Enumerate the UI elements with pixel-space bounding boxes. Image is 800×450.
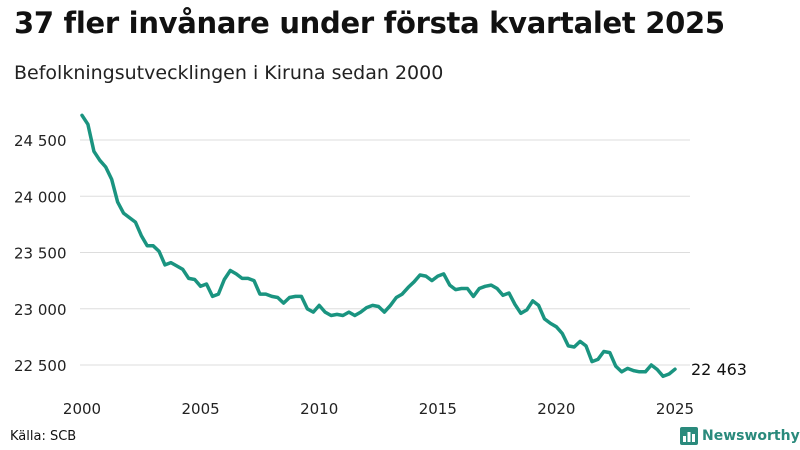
chart-subtitle: Befolkningsutvecklingen i Kiruna sedan 2…: [14, 62, 444, 84]
y-tick-label: 23 500: [14, 245, 67, 263]
source-label: Källa: SCB: [10, 429, 77, 444]
x-tick-label: 2020: [537, 400, 575, 418]
end-value-label: 22 463: [691, 360, 747, 379]
y-tick-label: 24 500: [14, 132, 67, 150]
y-tick-label: 24 000: [14, 188, 67, 206]
x-tick-label: 2025: [656, 400, 694, 418]
brand-logo: Newsworthy: [680, 427, 800, 445]
y-tick-label: 22 500: [14, 357, 67, 375]
bar-chart-icon: [680, 427, 698, 445]
series-line: [80, 113, 677, 379]
x-tick-label: 2010: [300, 400, 338, 418]
y-tick-label: 23 000: [14, 301, 67, 319]
x-tick-label: 2005: [182, 400, 220, 418]
x-tick-label: 2015: [419, 400, 457, 418]
chart-title: 37 fler invånare under första kvartalet …: [14, 6, 725, 40]
brand-name: Newsworthy: [702, 428, 800, 444]
x-tick-label: 2000: [63, 400, 101, 418]
